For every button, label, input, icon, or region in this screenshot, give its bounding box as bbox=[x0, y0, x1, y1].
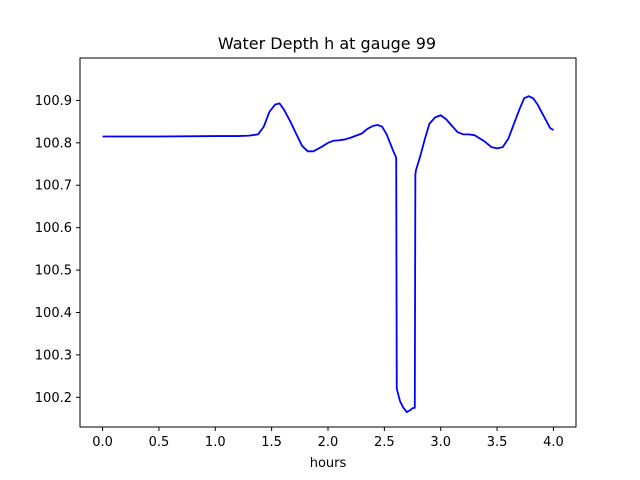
x-tick-label: 0.5 bbox=[149, 435, 170, 450]
x-tick-label: 1.5 bbox=[261, 435, 282, 450]
x-tick-label: 1.0 bbox=[205, 435, 226, 450]
y-tick-label: 100.7 bbox=[35, 179, 72, 194]
x-axis: 0.0 0.5 1.0 1.5 2.0 2.5 3.0 3.5 4.0 bbox=[92, 427, 564, 450]
plot-area bbox=[102, 95, 554, 414]
chart-title: Water Depth h at gauge 99 bbox=[218, 34, 436, 53]
y-tick-label: 100.8 bbox=[35, 136, 72, 151]
y-tick-label: 100.2 bbox=[35, 391, 72, 406]
x-tick-label: 4.0 bbox=[543, 435, 564, 450]
x-tick-label: 3.5 bbox=[487, 435, 508, 450]
y-tick-label: 100.3 bbox=[35, 348, 72, 363]
axes-frame bbox=[79, 57, 577, 428]
y-tick-label: 100.6 bbox=[35, 221, 72, 236]
x-tick-label: 2.0 bbox=[318, 435, 339, 450]
y-tick-label: 100.4 bbox=[35, 306, 72, 321]
y-tick-label: 100.5 bbox=[35, 264, 72, 279]
y-tick-label: 100.9 bbox=[35, 94, 72, 109]
series-line-0 bbox=[102, 95, 554, 414]
x-tick-label: 3.0 bbox=[430, 435, 451, 450]
x-tick-label: 0.0 bbox=[92, 435, 113, 450]
x-axis-label: hours bbox=[310, 456, 347, 471]
x-tick-label: 2.5 bbox=[374, 435, 395, 450]
y-axis: 100.2 100.3 100.4 100.5 100.6 100.7 100.8 100.9 bbox=[35, 94, 80, 406]
